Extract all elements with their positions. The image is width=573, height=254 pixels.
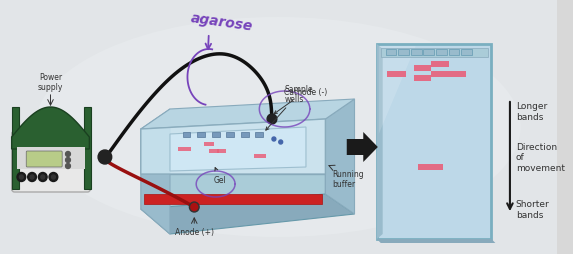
FancyBboxPatch shape [387, 72, 406, 78]
Circle shape [65, 152, 70, 157]
Polygon shape [141, 174, 325, 209]
FancyBboxPatch shape [377, 45, 492, 239]
Circle shape [98, 150, 112, 164]
FancyBboxPatch shape [241, 133, 249, 137]
FancyBboxPatch shape [411, 50, 422, 56]
FancyBboxPatch shape [380, 49, 488, 58]
FancyBboxPatch shape [254, 154, 266, 158]
Circle shape [267, 115, 277, 124]
Polygon shape [325, 100, 355, 214]
Circle shape [30, 175, 34, 179]
FancyBboxPatch shape [178, 147, 191, 151]
Polygon shape [377, 45, 383, 239]
Text: Anode (+): Anode (+) [175, 227, 214, 236]
Polygon shape [84, 108, 91, 189]
Text: Running
buffer: Running buffer [332, 169, 364, 189]
Polygon shape [379, 47, 416, 134]
Circle shape [49, 173, 58, 182]
Text: Longer
bands: Longer bands [516, 102, 547, 121]
Text: Gel: Gel [214, 168, 226, 184]
Polygon shape [11, 108, 89, 149]
Circle shape [28, 173, 37, 182]
Text: Shorter
bands: Shorter bands [516, 199, 550, 219]
Polygon shape [11, 108, 19, 189]
FancyBboxPatch shape [414, 76, 431, 82]
FancyBboxPatch shape [431, 72, 449, 78]
FancyBboxPatch shape [431, 62, 449, 68]
FancyBboxPatch shape [183, 133, 190, 137]
Circle shape [272, 137, 276, 141]
FancyBboxPatch shape [423, 50, 434, 56]
Ellipse shape [35, 18, 521, 237]
Text: agarose: agarose [190, 11, 253, 33]
Polygon shape [141, 194, 355, 234]
Polygon shape [377, 239, 496, 243]
Circle shape [17, 173, 26, 182]
FancyBboxPatch shape [449, 50, 460, 56]
FancyBboxPatch shape [197, 133, 205, 137]
Polygon shape [144, 194, 323, 204]
Text: Cathode (-): Cathode (-) [274, 88, 327, 114]
Polygon shape [347, 133, 378, 162]
Circle shape [278, 140, 282, 145]
FancyBboxPatch shape [26, 151, 62, 167]
Polygon shape [170, 128, 306, 171]
FancyBboxPatch shape [212, 133, 219, 137]
Circle shape [52, 175, 56, 179]
FancyBboxPatch shape [461, 50, 472, 56]
FancyBboxPatch shape [449, 72, 466, 78]
FancyBboxPatch shape [209, 149, 218, 153]
Circle shape [191, 204, 198, 211]
Circle shape [19, 175, 23, 179]
FancyBboxPatch shape [256, 133, 263, 137]
FancyBboxPatch shape [418, 164, 443, 170]
Circle shape [190, 202, 199, 212]
Circle shape [65, 164, 70, 169]
FancyBboxPatch shape [204, 142, 214, 146]
FancyBboxPatch shape [226, 133, 234, 137]
FancyBboxPatch shape [386, 50, 397, 56]
Circle shape [41, 175, 45, 179]
Polygon shape [141, 100, 355, 130]
FancyBboxPatch shape [11, 132, 91, 192]
Circle shape [65, 158, 70, 163]
FancyBboxPatch shape [436, 50, 447, 56]
Text: Power
supply: Power supply [38, 72, 63, 92]
FancyBboxPatch shape [398, 50, 409, 56]
Text: Direction
of
movement: Direction of movement [516, 142, 565, 172]
Polygon shape [18, 147, 85, 169]
Text: Sample
wells: Sample wells [266, 84, 313, 131]
Polygon shape [141, 109, 170, 234]
Polygon shape [141, 120, 325, 174]
Circle shape [38, 173, 47, 182]
FancyBboxPatch shape [414, 66, 431, 72]
FancyBboxPatch shape [217, 149, 226, 153]
